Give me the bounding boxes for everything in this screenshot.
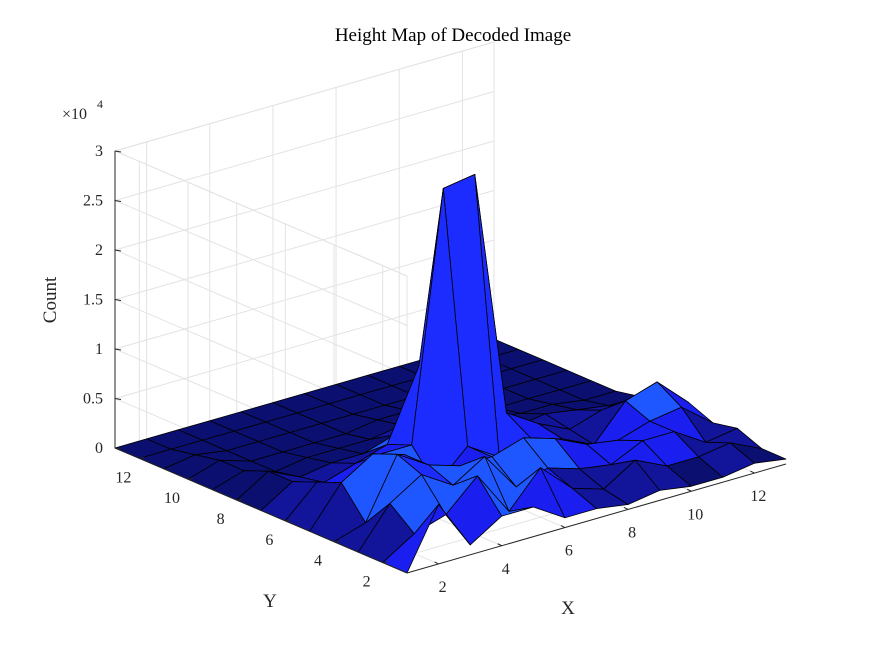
x-tick-mark xyxy=(623,506,629,510)
x-tick-mark xyxy=(560,525,566,529)
z-tick-mark xyxy=(114,348,122,351)
x-tick-mark xyxy=(434,561,439,565)
z-tick-mark xyxy=(114,249,122,252)
y-tick-mark xyxy=(382,561,388,564)
y-tick-mark xyxy=(139,456,145,459)
x-tick-mark xyxy=(750,470,755,474)
z-tick-label: 0.5 xyxy=(83,390,103,407)
axis-lines xyxy=(114,150,787,574)
surface-mesh xyxy=(114,173,787,574)
z-tick-label: 1 xyxy=(95,341,103,358)
y-axis-line xyxy=(114,447,408,574)
z-tick-mark xyxy=(114,200,122,202)
x-tick-mark xyxy=(687,488,692,492)
x-tick-label: 8 xyxy=(628,524,636,541)
y-tick-mark xyxy=(187,477,194,480)
z-axis-label: Count xyxy=(40,276,61,323)
y-tick-label: 6 xyxy=(265,532,273,549)
x-tick-label: 4 xyxy=(502,561,510,578)
x-tick-label: 2 xyxy=(439,579,447,596)
y-tick-mark xyxy=(333,540,340,543)
chart-title: Height Map of Decoded Image xyxy=(335,25,571,46)
x-tick-label: 6 xyxy=(565,543,573,560)
z-tick-label: 3 xyxy=(95,143,103,160)
z-tick-mark xyxy=(114,299,122,301)
z-tick-label: 0 xyxy=(95,440,103,457)
x-tick-mark xyxy=(497,543,502,547)
box-edge xyxy=(114,41,495,152)
z-tick-label: 2.5 xyxy=(83,192,103,209)
z-exponent: ×10 4 xyxy=(62,97,103,123)
box-edge xyxy=(114,150,408,277)
x-axis-label: X xyxy=(561,598,575,619)
z-exponent-power: 4 xyxy=(97,97,103,111)
y-tick-label: 10 xyxy=(164,490,180,507)
y-tick-mark xyxy=(236,498,242,501)
z-tick-mark xyxy=(114,447,122,450)
y-tick-mark xyxy=(285,519,291,522)
y-tick-label: 4 xyxy=(314,553,322,570)
x-tick-label: 12 xyxy=(750,488,766,505)
z-tick-label: 1.5 xyxy=(83,291,103,308)
y-tick-label: 2 xyxy=(363,574,371,591)
y-tick-label: 12 xyxy=(115,469,131,486)
z-exponent-base: ×10 xyxy=(62,106,87,123)
x-tick-label: 10 xyxy=(687,506,703,523)
x-axis-line xyxy=(406,463,787,574)
y-tick-label: 8 xyxy=(217,511,225,528)
z-tick-mark xyxy=(114,150,122,153)
y-axis-label: Y xyxy=(263,591,277,612)
tick-labels: 2 4 6 8 10 12 2 4 6 8 10 12 0 0.5 1 1.5 2 2.5 3 xyxy=(83,143,766,596)
z-tick-mark xyxy=(114,398,122,400)
z-tick-label: 2 xyxy=(95,242,103,259)
